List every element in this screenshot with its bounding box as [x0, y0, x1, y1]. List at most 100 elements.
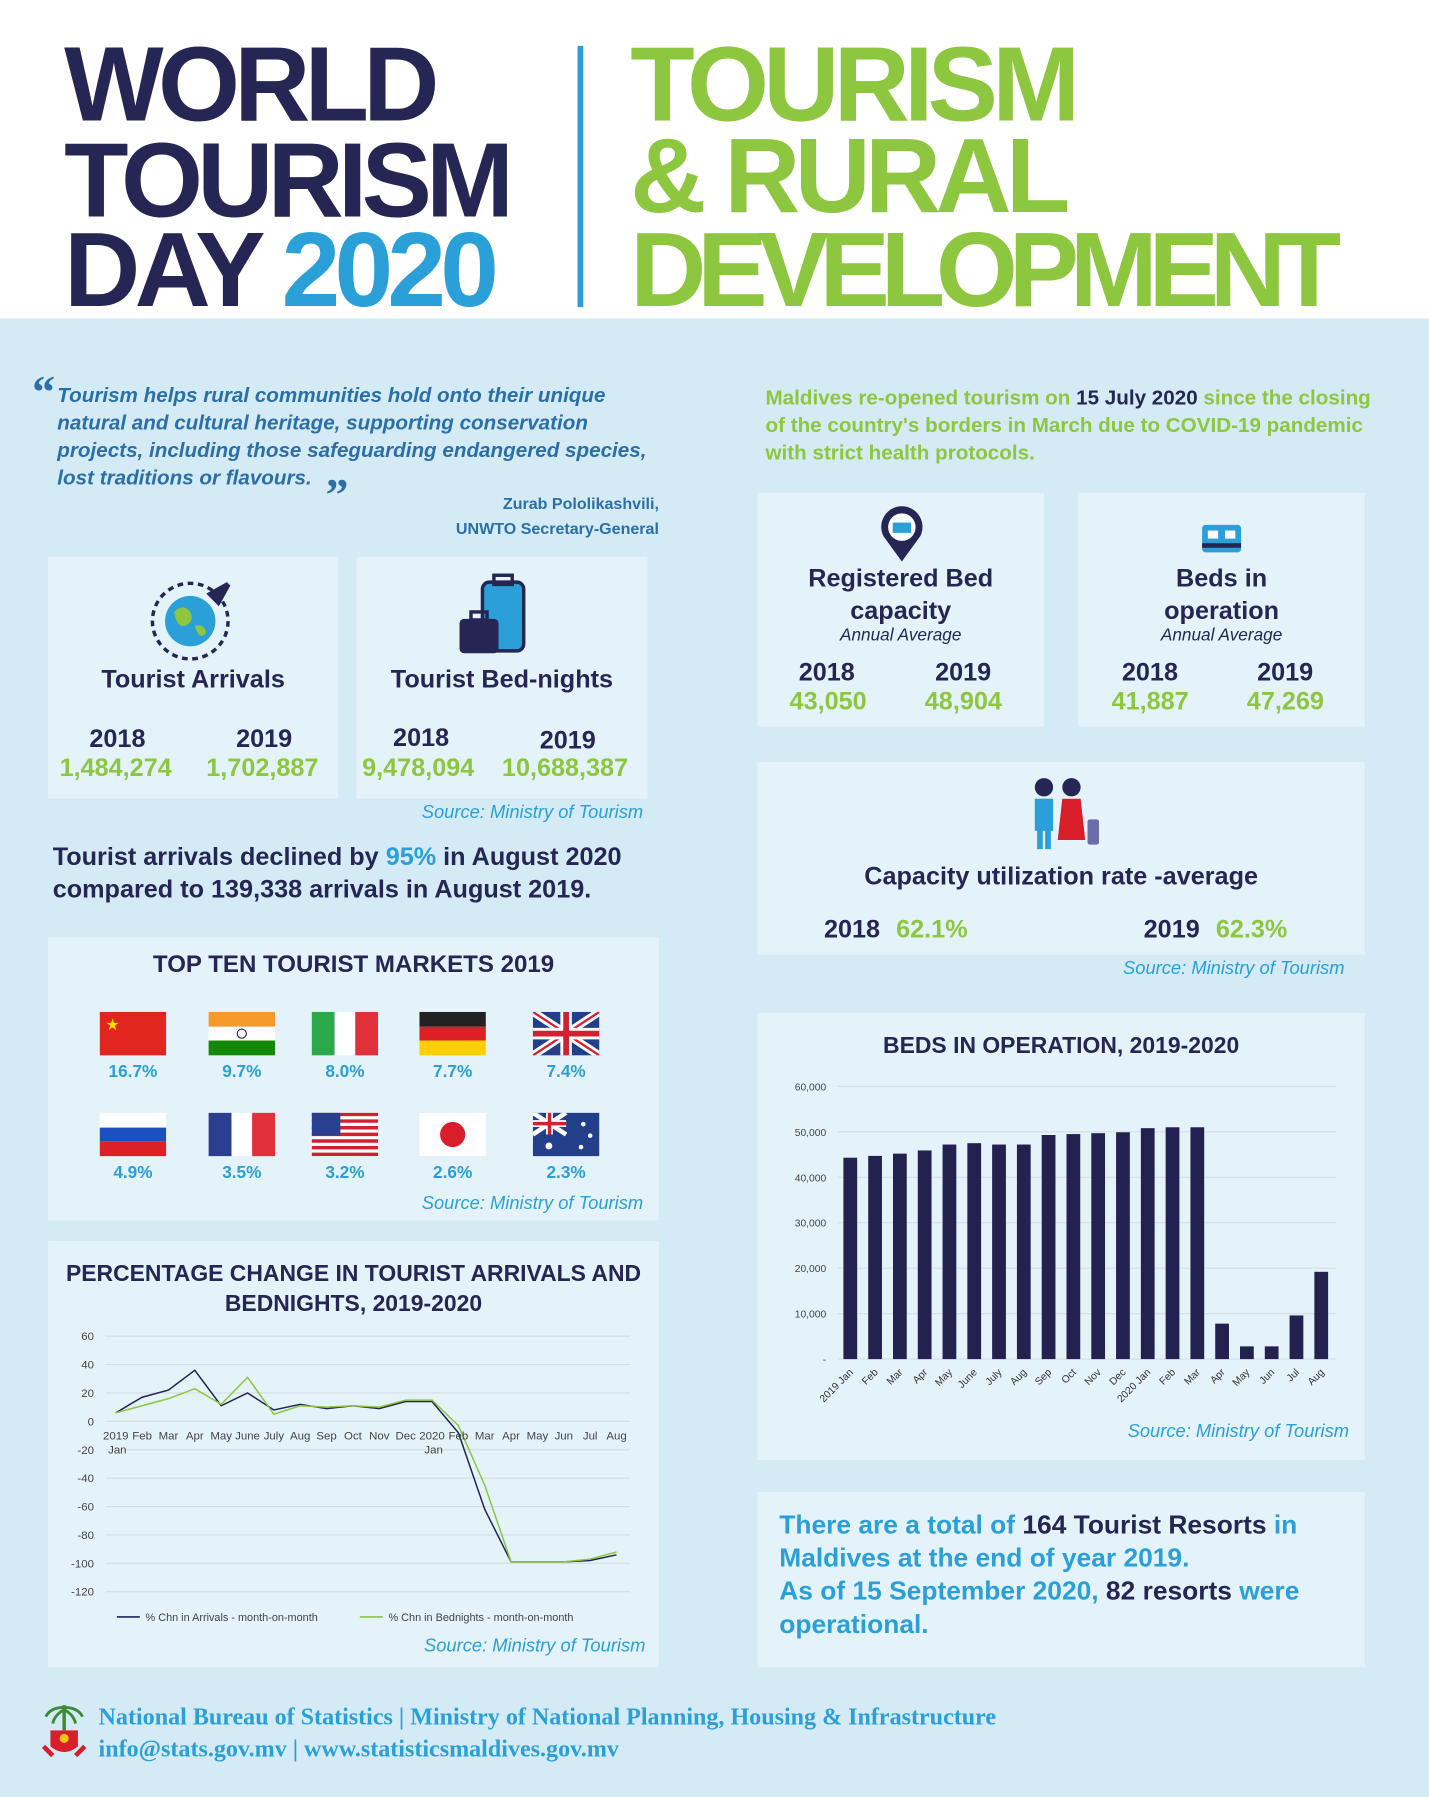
- x-tick-label: Dec: [395, 1431, 416, 1443]
- bed-icon: [1202, 524, 1242, 553]
- x-tick-label: Mar: [1183, 1367, 1204, 1388]
- market-share: 2.3%: [546, 1163, 586, 1183]
- stat-year: 2018: [393, 723, 450, 752]
- bar: [942, 1144, 957, 1360]
- x-tick-label: Jun: [555, 1431, 573, 1443]
- resorts-line: As of 15 September 2020, 82 resorts were…: [779, 1575, 1318, 1641]
- title-line: DAY 2020: [64, 218, 499, 323]
- bar: [1140, 1128, 1155, 1360]
- market-share: 3.2%: [325, 1163, 365, 1183]
- utilization-title: Capacity utilization rate -average: [864, 861, 1259, 891]
- source: Source: Ministry of Tourism: [424, 1636, 646, 1656]
- x-tick-label: Nov: [369, 1431, 390, 1443]
- capacity-title: Registered Bed capacity: [808, 563, 994, 625]
- market-share: 3.5%: [222, 1163, 262, 1183]
- x-tick-label: Mar: [885, 1367, 906, 1388]
- note-text: in August 2020 compared to 139,338 arriv…: [52, 842, 622, 904]
- market-share: 8.0%: [325, 1062, 365, 1082]
- capacity-subtitle: Annual Average: [840, 625, 962, 646]
- quote-author: Zurab Pololikashvili,: [502, 493, 659, 513]
- source: Source: Ministry of Tourism: [1123, 959, 1345, 979]
- y-tick-label: 40,000: [795, 1173, 827, 1184]
- text: As of 15 September 2020,: [779, 1575, 1106, 1606]
- bar: [868, 1155, 882, 1360]
- title-word: DAY: [64, 212, 264, 329]
- note-text: Tourist arrivals declined by: [52, 842, 386, 871]
- market-share: 7.7%: [433, 1062, 473, 1082]
- quote-role: UNWTO Secretary-General: [455, 519, 659, 538]
- y-tick-label: 60: [81, 1331, 94, 1343]
- text: since the closing of the country's borde…: [765, 386, 1371, 465]
- text: Maldives re-opened tourism on: [765, 386, 1077, 410]
- text: in Maldives at the end of year 2019.: [779, 1509, 1298, 1573]
- bar: [1289, 1315, 1304, 1360]
- bar: [1165, 1127, 1180, 1360]
- x-tick-label: June: [235, 1431, 260, 1443]
- bar: [1190, 1127, 1205, 1360]
- x-tick-label: May: [1231, 1367, 1253, 1389]
- bar-chart-card: BEDS IN OPERATION, 2019-2020 - 10,000 20,0…: [757, 1013, 1365, 1460]
- quote-attribution: Zurab Pololikashvili, UNWTO Secretary-Ge…: [344, 490, 659, 540]
- x-tick-label: Sep: [1033, 1367, 1054, 1388]
- flag: [311, 1011, 379, 1056]
- highlight: 164 Tourist Resorts: [1022, 1509, 1267, 1540]
- legend-label: % Chn in Arrivals - month-on-month: [146, 1612, 318, 1624]
- y-tick-label: -80: [77, 1530, 94, 1542]
- utilization-year: 2019: [1143, 914, 1200, 944]
- title-line: TOURISM: [64, 122, 514, 240]
- footer-line: info@stats.gov.mv | www.statisticsmaldiv…: [98, 1734, 619, 1763]
- chart-title: BEDS IN OPERATION, 2019-2020: [883, 1033, 1240, 1059]
- stat-card: Tourist Bed-nights 2018 2019 9,478,094 1…: [356, 556, 648, 799]
- y-tick-label: -120: [71, 1587, 94, 1599]
- x-tick-label: Aug: [290, 1431, 310, 1443]
- markets-title: TOP TEN TOURIST MARKETS 2019: [152, 951, 555, 978]
- x-tick-label: Mar: [159, 1431, 179, 1443]
- flag: [532, 1011, 600, 1056]
- market-share: 16.7%: [108, 1062, 158, 1082]
- y-tick-label: 30,000: [795, 1219, 827, 1230]
- note-highlight: 95%: [385, 842, 437, 871]
- flag: [99, 1112, 167, 1157]
- markets-card: TOP TEN TOURIST MARKETS 2019 ★ 16.7% 9.7…: [48, 937, 659, 1221]
- x-tick-label: June: [956, 1367, 980, 1391]
- capacity-year: 2019: [935, 657, 992, 687]
- emblem: [41, 1705, 87, 1758]
- bar: [967, 1143, 982, 1360]
- capacity-card: Registered Bed capacity Annual Average 2…: [757, 492, 1044, 727]
- globe-icon: [150, 581, 231, 661]
- arrivals-note: Tourist arrivals declined by 95% in Augu…: [53, 841, 660, 905]
- source: Source: Ministry of Tourism: [421, 803, 644, 823]
- x-tick-label: Nov: [1083, 1367, 1104, 1388]
- market-share: 9.7%: [222, 1062, 262, 1082]
- bar: [1215, 1323, 1229, 1360]
- line-chart-card: PERCENTAGE CHANGE IN TOURIST ARRIVALS AN…: [48, 1241, 659, 1668]
- x-tick-label: May: [210, 1431, 232, 1443]
- quote-mark: “: [32, 365, 56, 418]
- resorts-card: There are a total of 164 Tourist Resorts…: [757, 1492, 1365, 1668]
- y-tick-label: 20,000: [795, 1264, 827, 1275]
- stat-year: 2019: [539, 725, 596, 755]
- y-tick-label: -60: [77, 1502, 94, 1514]
- bar: [1016, 1144, 1031, 1360]
- capacity-value: 41,887: [1111, 686, 1189, 716]
- x-tick-label: Aug: [606, 1431, 626, 1443]
- x-tick-label: Apr: [1209, 1367, 1229, 1387]
- x-tick-label: Feb: [860, 1367, 881, 1388]
- flag: [208, 1112, 276, 1157]
- x-tick-label: 2019 Jan: [103, 1431, 128, 1457]
- y-tick-label: 50,000: [795, 1128, 827, 1139]
- utilization-value: 62.3%: [1215, 914, 1288, 944]
- bar: [1116, 1132, 1130, 1360]
- utilization-value: 62.1%: [896, 914, 968, 944]
- stat-title: Tourist Bed-nights: [390, 664, 614, 694]
- text: There are a total of: [779, 1509, 1023, 1540]
- stat-value: 1,484,274: [59, 752, 172, 782]
- stat-year: 2019: [236, 724, 293, 753]
- x-tick-label: Aug: [1306, 1367, 1327, 1388]
- bar: [917, 1150, 932, 1360]
- bar: [1091, 1133, 1106, 1360]
- y-tick-label: -: [823, 1355, 826, 1366]
- stat-value: 9,478,094: [362, 752, 475, 782]
- utilization-year: 2018: [823, 914, 881, 944]
